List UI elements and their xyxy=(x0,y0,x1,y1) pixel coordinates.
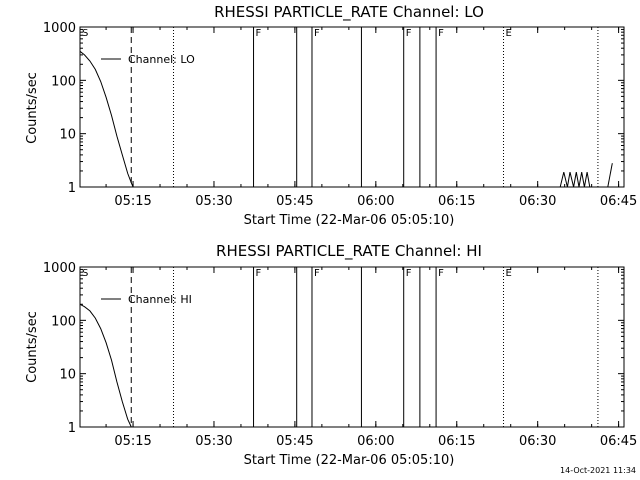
x-tick-label: 06:30 xyxy=(519,434,556,449)
axis-ticks: 05:15 05:30 05:45 06:00 06:15 06:30 06:45 1 10 10… xyxy=(43,261,637,449)
event-marker-label: E xyxy=(506,268,512,279)
panel-hi: RHESSI PARTICLE_RATE Channel: HI Start T… xyxy=(25,242,637,468)
event-marker-label: F xyxy=(406,268,412,279)
event-marker-label: F xyxy=(314,268,320,279)
event-marker-label: F xyxy=(438,268,444,279)
x-tick-label: 05:15 xyxy=(114,434,151,449)
x-tick-label: 06:45 xyxy=(600,194,637,209)
legend-label: Channel: LO xyxy=(128,53,195,66)
x-tick-label: 05:15 xyxy=(114,194,151,209)
event-marker-label: F xyxy=(256,28,262,39)
y-tick-label: 100 xyxy=(51,74,76,89)
panel-lo: RHESSI PARTICLE_RATE Channel: LO Start T… xyxy=(25,3,637,228)
y-tick-label: 1 xyxy=(68,421,76,436)
series-line-segment xyxy=(79,303,132,428)
chart-title: RHESSI PARTICLE_RATE Channel: HI xyxy=(216,242,482,261)
plot-area-border xyxy=(79,266,625,428)
series-lines xyxy=(79,303,132,428)
legend: Channel: HI xyxy=(101,293,192,306)
x-axis-label: Start Time (22-Mar-06 05:05:10) xyxy=(244,453,455,468)
x-tick-label: 06:30 xyxy=(519,194,556,209)
event-marker-label: F xyxy=(438,28,444,39)
plot-frame xyxy=(79,266,625,428)
y-tick-label: 1000 xyxy=(43,21,76,36)
series-line-segment xyxy=(79,50,134,188)
y-tick-label: 10 xyxy=(59,128,76,143)
y-tick-label: 10 xyxy=(59,368,76,383)
x-tick-label: 06:00 xyxy=(357,194,394,209)
plot-area-border xyxy=(79,26,625,188)
x-tick-label: 05:30 xyxy=(195,194,232,209)
x-tick-label: 05:45 xyxy=(276,194,313,209)
series-line-segment xyxy=(559,171,597,188)
event-marker-label: S xyxy=(82,268,88,279)
event-marker-label: F xyxy=(256,268,262,279)
event-marker-label: S xyxy=(82,28,88,39)
plot-frame xyxy=(79,26,625,188)
x-tick-label: 05:30 xyxy=(195,434,232,449)
event-marker-label: E xyxy=(506,28,512,39)
y-tick-label: 1000 xyxy=(43,261,76,276)
y-axis-label: Counts/sec xyxy=(25,311,40,383)
y-tick-label: 1 xyxy=(68,181,76,196)
y-tick-label: 100 xyxy=(51,314,76,329)
series-line-segment xyxy=(607,163,613,188)
y-axis-label: Counts/sec xyxy=(25,72,40,144)
x-axis-label: Start Time (22-Mar-06 05:05:10) xyxy=(244,213,455,228)
x-tick-label: 06:15 xyxy=(438,194,475,209)
series-lines xyxy=(79,50,613,188)
chart-title: RHESSI PARTICLE_RATE Channel: LO xyxy=(214,3,484,22)
event-marker-label: F xyxy=(406,28,412,39)
x-tick-label: 06:45 xyxy=(600,434,637,449)
legend: Channel: LO xyxy=(101,53,195,66)
axis-ticks: 05:15 05:30 05:45 06:00 06:15 06:30 06:45 1 10 10… xyxy=(43,21,637,209)
x-tick-label: 05:45 xyxy=(276,434,313,449)
plot-timestamp: 14-Oct-2021 11:34 xyxy=(560,466,636,475)
x-tick-label: 06:00 xyxy=(357,434,394,449)
legend-label: Channel: HI xyxy=(128,293,192,306)
event-marker-label: F xyxy=(314,28,320,39)
x-tick-label: 06:15 xyxy=(438,434,475,449)
